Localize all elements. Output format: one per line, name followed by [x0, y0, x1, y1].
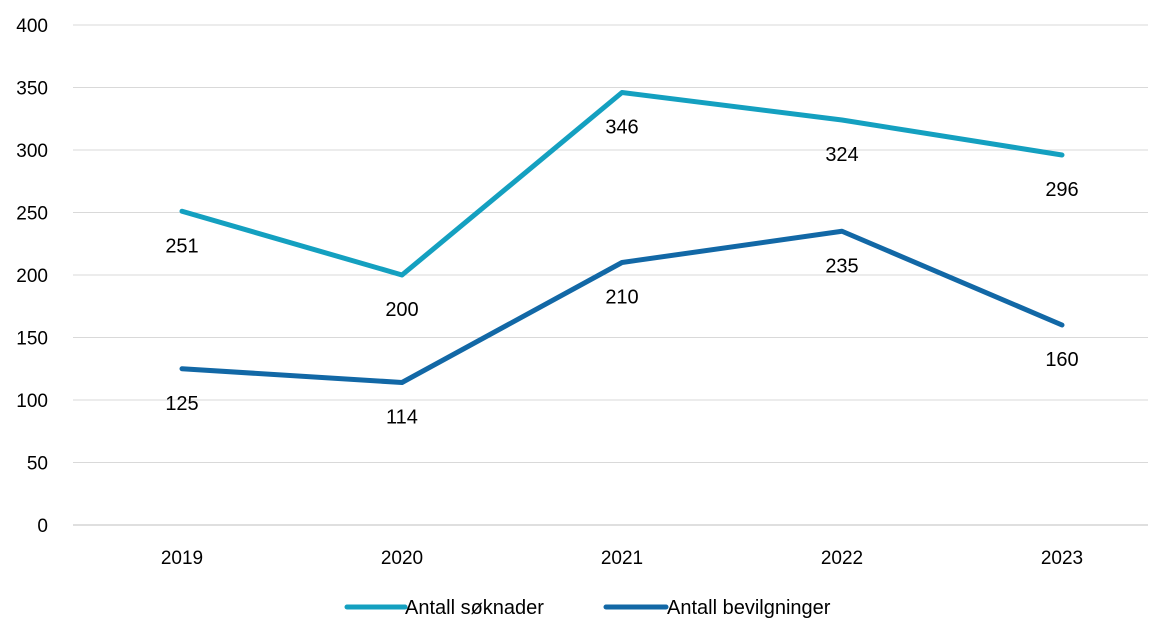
series-lines: [179, 90, 1065, 385]
x-axis: 2019 2020 2021 2022 2023: [161, 548, 1083, 569]
y-tick-label-150: 150: [16, 329, 48, 350]
x-tick-label-2021: 2021: [601, 548, 643, 569]
x-tick-label-2020: 2020: [381, 548, 423, 569]
x-tick-label-2022: 2022: [821, 548, 863, 569]
y-tick-label-100: 100: [16, 391, 48, 412]
legend: Antall søknader Antall bevilgninger: [344, 597, 831, 619]
y-tick-label-400: 400: [16, 16, 48, 37]
data-labels: 251 200 346 324 296 125 114 210 235 160: [165, 117, 1078, 429]
data-label-antall-bevilgninger-2020: 114: [386, 407, 418, 429]
x-tick-label-2019: 2019: [161, 548, 203, 569]
data-label-antall-bevilgninger-2022: 235: [825, 255, 858, 277]
legend-item-antall-soknader: Antall søknader: [344, 597, 544, 619]
data-label-antall-soknader-2021: 346: [605, 117, 638, 139]
y-tick-label-350: 350: [16, 79, 48, 100]
y-tick-label-200: 200: [16, 266, 48, 287]
gridlines: [73, 24, 1148, 526]
y-tick-label-250: 250: [16, 204, 48, 225]
data-label-antall-soknader-2023: 296: [1045, 179, 1078, 201]
data-label-antall-soknader-2019: 251: [165, 235, 198, 257]
y-tick-label-300: 300: [16, 141, 48, 162]
series-line-antall-soknader: [179, 90, 1065, 278]
series-line-antall-bevilgninger: [179, 228, 1065, 385]
legend-label-antall-bevilgninger: Antall bevilgninger: [667, 597, 831, 619]
y-axis: 0 50 100 150 200 250 300 350 400: [16, 16, 48, 537]
data-label-antall-bevilgninger-2019: 125: [165, 393, 198, 415]
y-tick-label-0: 0: [37, 516, 48, 537]
x-tick-label-2023: 2023: [1041, 548, 1083, 569]
data-label-antall-bevilgninger-2023: 160: [1045, 349, 1078, 371]
data-label-antall-bevilgninger-2021: 210: [605, 287, 638, 309]
data-label-antall-soknader-2020: 200: [385, 299, 418, 321]
legend-item-antall-bevilgninger: Antall bevilgninger: [603, 597, 831, 619]
y-tick-label-50: 50: [27, 454, 48, 475]
legend-label-antall-soknader: Antall søknader: [405, 597, 544, 619]
data-label-antall-soknader-2022: 324: [825, 144, 858, 166]
